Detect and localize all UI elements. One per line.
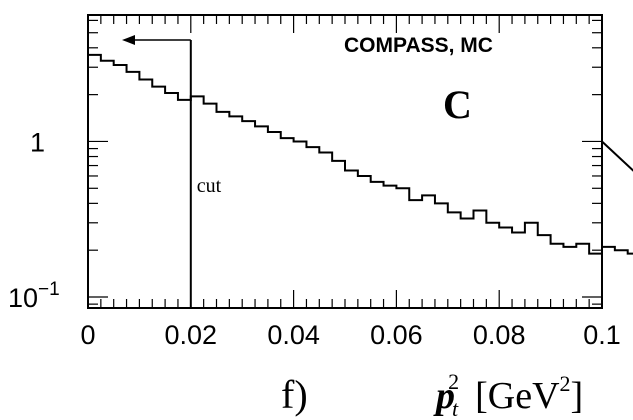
cut-label: cut (197, 175, 222, 197)
x-tick-label: 0 (80, 320, 95, 350)
x-tick-label: 0.1 (583, 320, 621, 350)
x-tick-label: 0.04 (267, 320, 320, 350)
cut-marker: cut (122, 35, 222, 308)
panel-letter: C (443, 82, 472, 127)
x-tick-label: 0.06 (370, 320, 423, 350)
cut-arrow-head (122, 35, 135, 45)
histogram-line (87, 53, 633, 308)
y-tick-label: 10−1 (8, 279, 60, 313)
x-tick-labels: 0 0.02 0.04 0.06 0.08 0.1 (80, 320, 620, 350)
chart-title: COMPASS, MC (344, 34, 493, 57)
x-tick-label: 0.08 (473, 320, 526, 350)
minor-ticks (87, 15, 603, 308)
y-tick-labels: 1 10−1 (8, 127, 60, 313)
x-tick-label: 0.02 (165, 320, 218, 350)
histogram-series (87, 53, 633, 308)
y-tick-label: 1 (30, 127, 45, 157)
x-axis-label: pt2 [GeV2] (433, 369, 583, 420)
panel-label: f) (281, 372, 308, 417)
